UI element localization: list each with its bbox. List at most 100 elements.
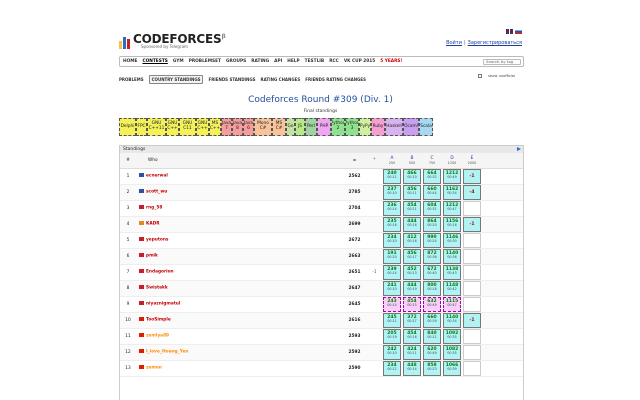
submission-cell[interactable]: 243 00:14: [383, 296, 401, 312]
handle-link[interactable]: zemen: [146, 365, 162, 371]
login-link[interactable]: Войти: [446, 40, 462, 46]
submission-cell[interactable]: 234 00:10: [383, 232, 401, 248]
handle-link[interactable]: KADR: [146, 221, 160, 227]
problem-cell[interactable]: 372 00:27: [402, 312, 422, 329]
problem-cell[interactable]: 234 00:12: [382, 360, 402, 377]
submission-cell[interactable]: 241 00:10: [383, 280, 401, 296]
language-filter-pypy[interactable]: PyPy: [359, 118, 371, 136]
problem-cell[interactable]: 444 00:19: [402, 280, 422, 297]
language-filter-ms-c-[interactable]: MS C#: [272, 118, 286, 136]
search-input[interactable]: Search by tag: [483, 59, 521, 65]
submission-cell[interactable]: -4: [463, 184, 481, 200]
submission-cell[interactable]: [463, 296, 481, 312]
problem-cell[interactable]: [462, 344, 482, 361]
problem-header-a[interactable]: A 250: [382, 153, 402, 169]
submission-cell[interactable]: [463, 200, 481, 216]
problem-cell[interactable]: 243 00:14: [382, 296, 402, 313]
submission-cell[interactable]: 672 00:40: [423, 264, 441, 280]
menu-item-api[interactable]: API: [274, 59, 283, 64]
submission-cell[interactable]: [463, 248, 481, 264]
submission-cell[interactable]: 191 00:20: [383, 248, 401, 264]
submission-cell[interactable]: 454 00:15: [403, 296, 421, 312]
menu-item-5-years-[interactable]: 5 YEARS!: [380, 59, 403, 64]
handle-link[interactable]: rng_58: [146, 205, 163, 211]
problem-cell[interactable]: 660 00:39: [422, 312, 442, 329]
show-unofficial-toggle[interactable]: show unofficial: [478, 74, 520, 78]
language-filter-ocaml[interactable]: Ocaml: [403, 118, 419, 136]
menu-item-help[interactable]: HELP: [287, 59, 300, 64]
menu-item-gym[interactable]: GYM: [172, 59, 184, 64]
submission-cell[interactable]: -1: [463, 168, 481, 184]
problem-cell[interactable]: [462, 360, 482, 377]
menu-item-vk-cup-2015[interactable]: VK CUP 2015: [343, 59, 376, 64]
problem-cell[interactable]: [462, 296, 482, 313]
submission-cell[interactable]: [463, 360, 481, 376]
language-filter-delphi[interactable]: Delphi: [119, 118, 136, 136]
problem-header-d[interactable]: D 1250: [442, 153, 462, 169]
submission-cell[interactable]: [463, 280, 481, 296]
language-filter-python-3[interactable]: Python 3: [345, 118, 359, 136]
language-filter-gnu-c-[interactable]: GNU C++: [196, 118, 209, 136]
problem-cell[interactable]: 864 00:20: [422, 216, 442, 233]
problem-cell[interactable]: 604 00:31: [422, 200, 442, 217]
language-filter-go[interactable]: Go: [286, 118, 295, 136]
submission-cell[interactable]: 1156 00:16: [443, 216, 461, 232]
problem-cell[interactable]: -4: [462, 184, 482, 201]
problem-cell[interactable]: 191 00:20: [382, 248, 402, 265]
submission-cell[interactable]: 990 00:24: [423, 232, 441, 248]
submission-cell[interactable]: [463, 328, 481, 344]
submission-cell[interactable]: 840 00:11: [423, 328, 441, 344]
submission-cell[interactable]: 239 00:14: [383, 264, 401, 280]
submission-cell[interactable]: 466 00:10: [403, 168, 421, 184]
problem-cell[interactable]: 239 00:14: [382, 264, 402, 281]
problem-cell[interactable]: 412 00:16: [402, 232, 422, 249]
submission-cell[interactable]: 1212 00:47: [443, 200, 461, 216]
language-filter-gnu-c11[interactable]: GNU C11: [179, 118, 196, 136]
problem-cell[interactable]: 456 00:17: [402, 248, 422, 265]
handle-link[interactable]: Swistakk: [146, 285, 168, 291]
problem-cell[interactable]: 990 00:24: [422, 232, 442, 249]
submission-cell[interactable]: 1162 00:34: [443, 184, 461, 200]
subnav-rating-changes[interactable]: RATING CHANGES: [260, 76, 301, 82]
problem-header-b[interactable]: B 500: [402, 153, 422, 169]
submission-cell[interactable]: 1115 00:47: [443, 296, 461, 312]
subnav-problems[interactable]: PROBLEMS: [119, 76, 144, 82]
submission-cell[interactable]: 456 00:17: [403, 248, 421, 264]
problem-cell[interactable]: 454 00:21: [402, 200, 422, 217]
language-filter-gnu-c-11[interactable]: GNU C++11: [147, 118, 166, 136]
submission-cell[interactable]: 1140 00:34: [443, 312, 461, 328]
submission-cell[interactable]: 237 00:10: [383, 184, 401, 200]
problem-cell[interactable]: 660 00:44: [422, 184, 442, 201]
submission-cell[interactable]: 1092 00:35: [443, 328, 461, 344]
handle-link[interactable]: zemlya89: [146, 333, 170, 339]
submission-cell[interactable]: 456 00:11: [403, 184, 421, 200]
submission-cell[interactable]: -1: [463, 216, 481, 232]
problem-cell[interactable]: -1: [462, 216, 482, 233]
problem-cell[interactable]: 664 00:32: [422, 168, 442, 185]
language-filter-fpc[interactable]: FPC: [136, 118, 147, 136]
problem-cell[interactable]: 245 00:11: [382, 312, 402, 329]
menu-item-rating[interactable]: RATING: [251, 59, 270, 64]
submission-cell[interactable]: 660 00:44: [423, 184, 441, 200]
problem-cell[interactable]: 1148 00:42: [442, 280, 462, 297]
submission-cell[interactable]: [463, 344, 481, 360]
menu-item-rcc[interactable]: RCC: [329, 59, 339, 64]
submission-cell[interactable]: 1138 00:43: [443, 264, 461, 280]
subnav-friends-rating-changes[interactable]: FRIENDS RATING CHANGES: [305, 76, 366, 82]
problem-cell[interactable]: 800 00:18: [422, 280, 442, 297]
submission-cell[interactable]: 620 00:49: [423, 344, 441, 360]
handle-link[interactable]: TooSimple: [146, 317, 171, 323]
submission-cell[interactable]: [463, 232, 481, 248]
submission-cell[interactable]: 236 00:14: [383, 200, 401, 216]
problem-cell[interactable]: 1082 00:35: [442, 344, 462, 361]
language-filter-ruby[interactable]: Ruby: [371, 118, 385, 136]
submission-cell[interactable]: 1146 00:30: [443, 232, 461, 248]
menu-item-contests[interactable]: CONTESTS: [142, 59, 168, 64]
submission-cell[interactable]: 444 00:16: [403, 216, 421, 232]
problem-cell[interactable]: 456 00:11: [402, 184, 422, 201]
menu-item-problemset[interactable]: PROBLEMSET: [188, 59, 221, 64]
problem-cell[interactable]: 1115 00:47: [442, 296, 462, 313]
problem-cell[interactable]: 1092 00:35: [442, 328, 462, 345]
submission-cell[interactable]: 664 00:32: [423, 168, 441, 184]
submission-cell[interactable]: [463, 264, 481, 280]
